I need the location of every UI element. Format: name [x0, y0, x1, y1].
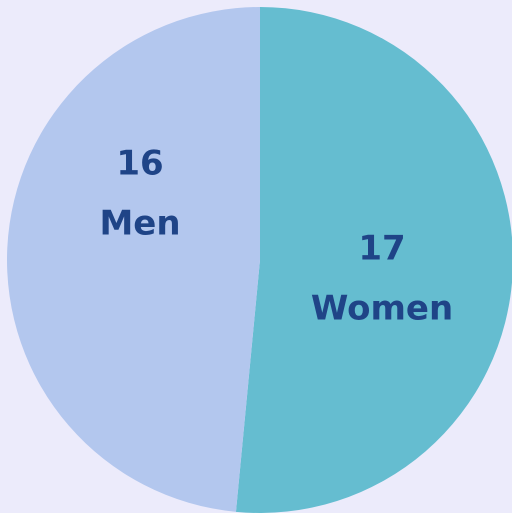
- pie-slice: [235, 7, 512, 513]
- slice-category-label: Men: [99, 204, 180, 244]
- slice-category-label: Women: [311, 289, 453, 329]
- pie-slice: [6, 7, 261, 512]
- slice-value-label: 16: [116, 144, 163, 184]
- slice-value-label: 17: [358, 229, 405, 269]
